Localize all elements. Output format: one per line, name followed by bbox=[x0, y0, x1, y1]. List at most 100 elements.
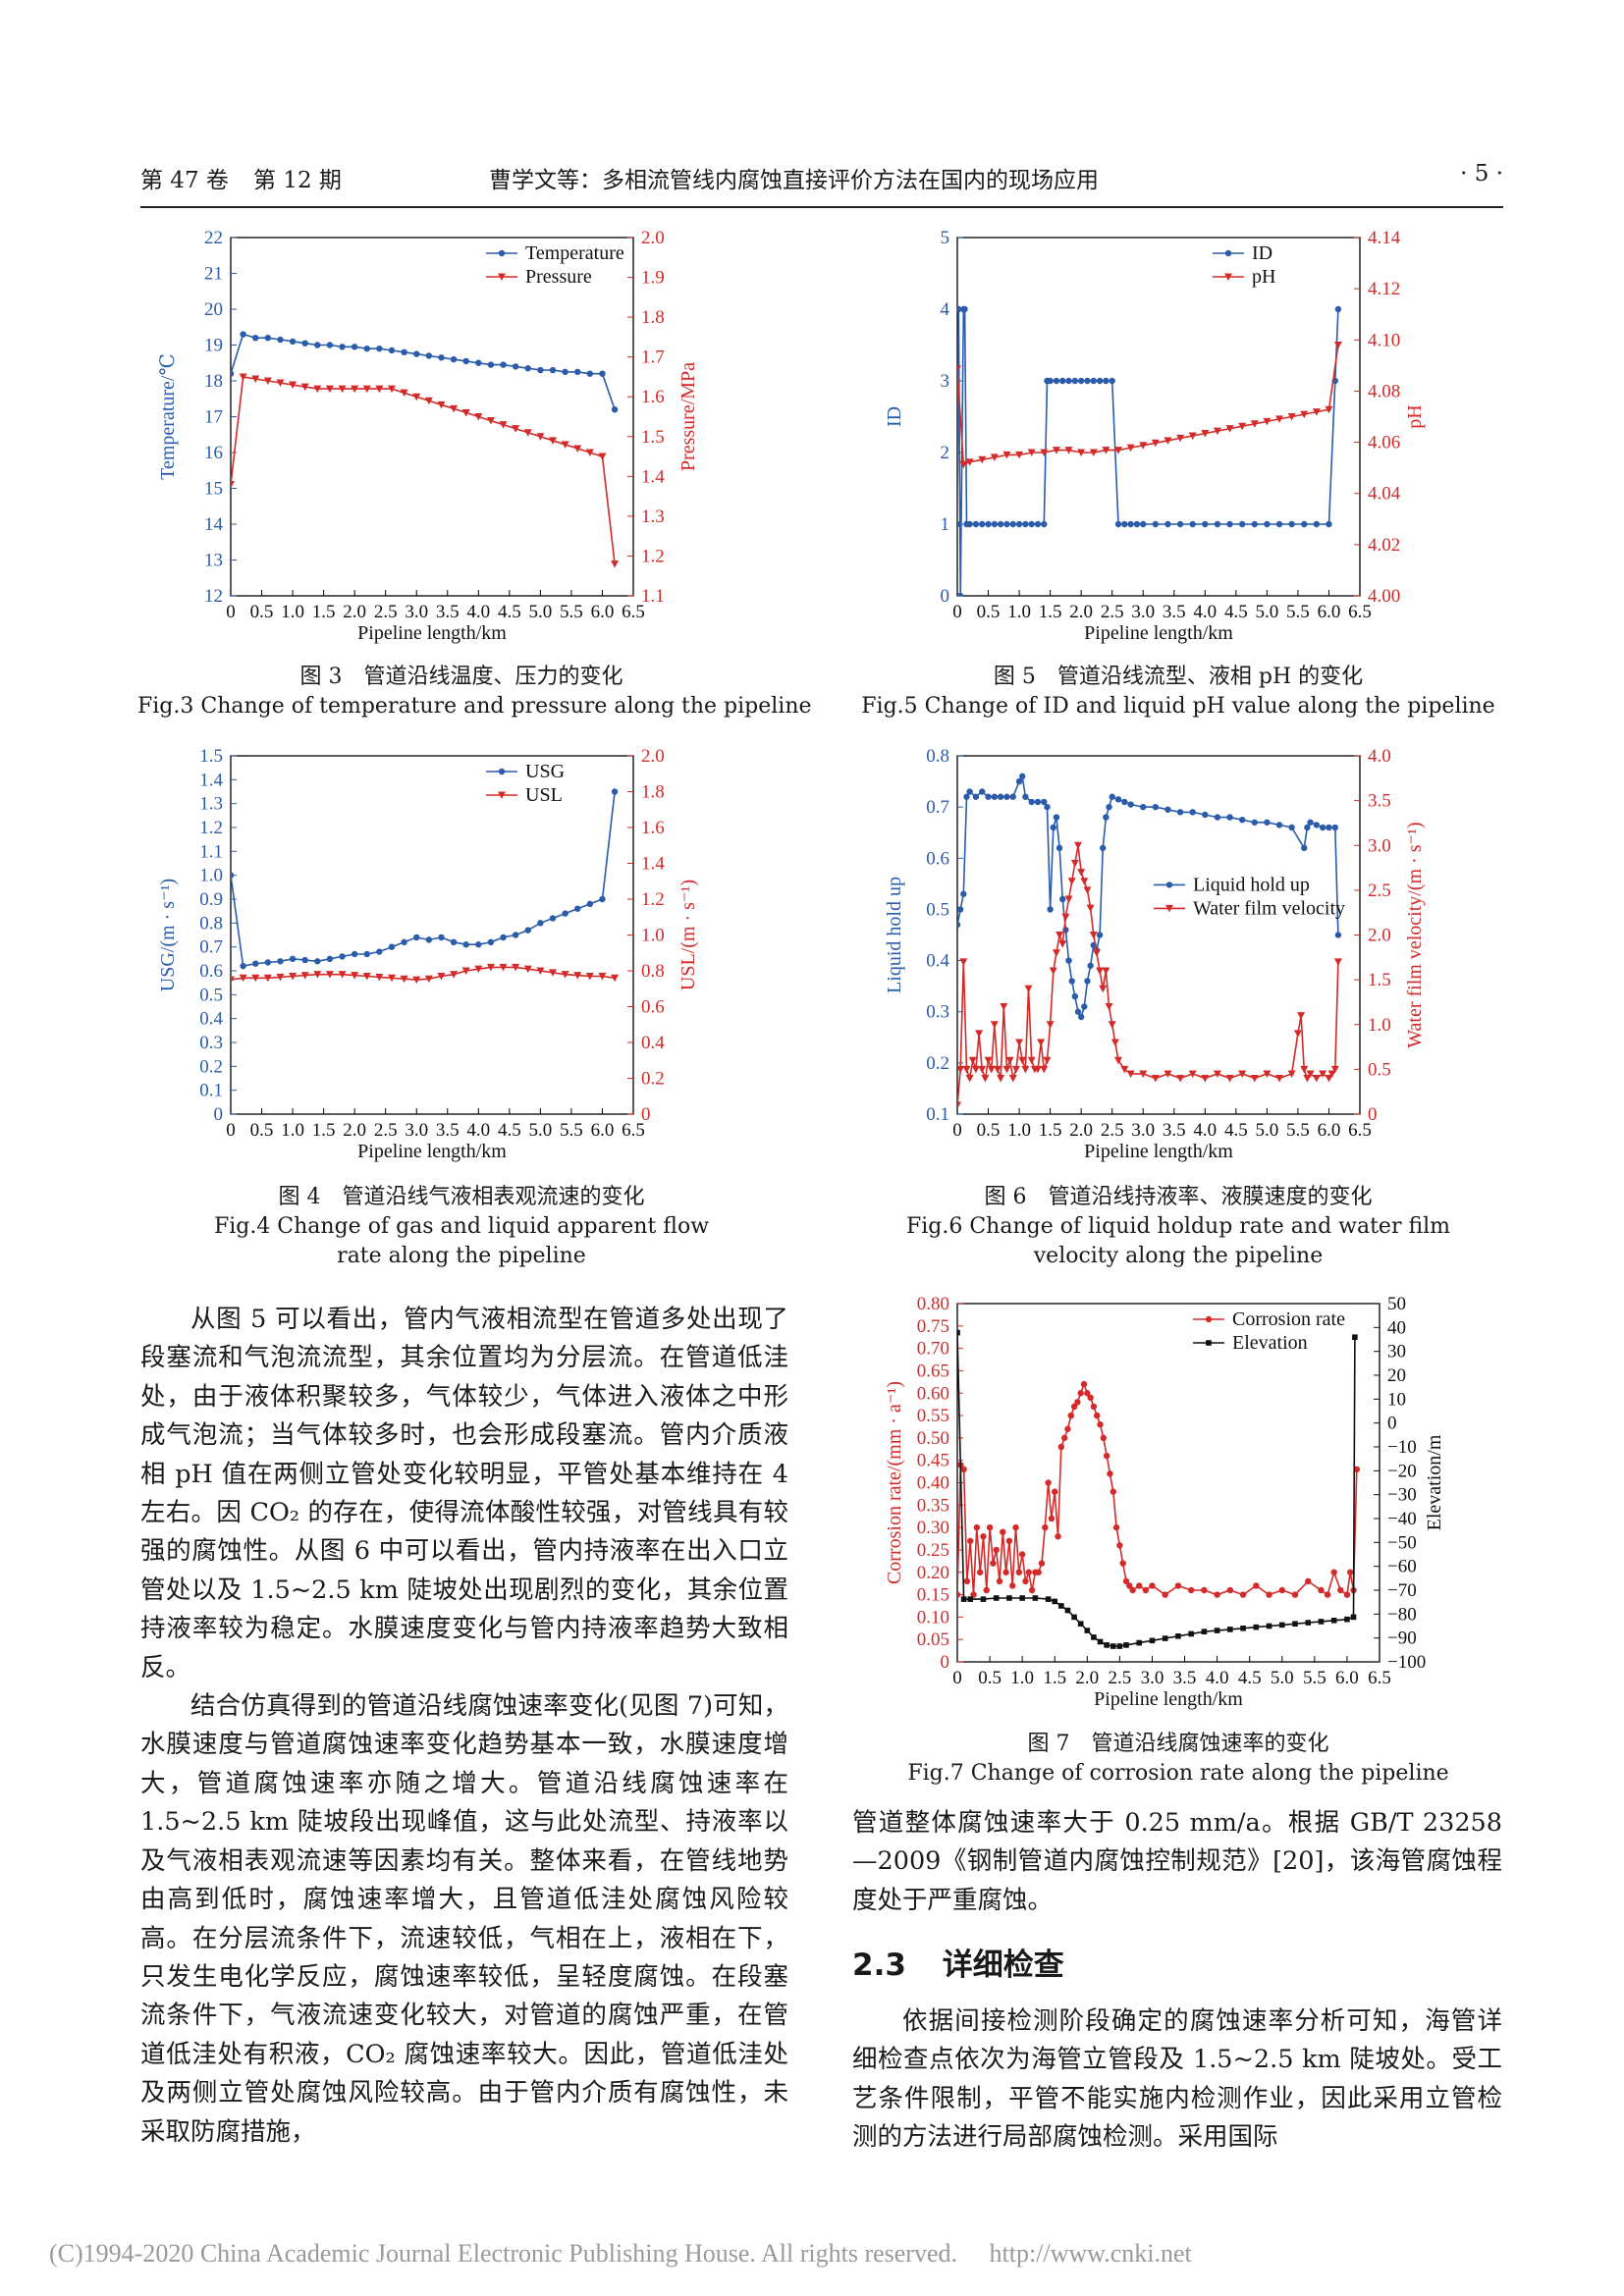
data-point bbox=[1067, 1412, 1074, 1419]
x-tick-label: 0 bbox=[226, 1120, 236, 1141]
data-point bbox=[978, 1065, 987, 1074]
data-point bbox=[474, 965, 483, 974]
data-point bbox=[1099, 985, 1108, 993]
data-point bbox=[962, 1065, 971, 1074]
y-left-tick-label: 0.15 bbox=[917, 1585, 949, 1606]
y-left-tick-label: 0 bbox=[941, 586, 950, 607]
data-point bbox=[413, 934, 420, 941]
data-point bbox=[475, 359, 482, 366]
data-point bbox=[960, 1596, 967, 1602]
data-point bbox=[523, 965, 532, 974]
data-point bbox=[1201, 1586, 1208, 1594]
data-point bbox=[981, 1075, 990, 1083]
data-point bbox=[991, 520, 999, 528]
data-point bbox=[1202, 811, 1209, 819]
data-point bbox=[963, 793, 970, 800]
data-point bbox=[960, 890, 967, 897]
data-point bbox=[1053, 377, 1060, 385]
running-header: 第 47 卷 第 12 期 曹学文等：多相流管线内腐蚀直接评价方法在国内的现场应… bbox=[140, 157, 1503, 208]
data-point bbox=[1127, 801, 1134, 808]
data-point bbox=[1061, 913, 1070, 922]
y-left-tick-label: 0.2 bbox=[199, 1056, 223, 1077]
data-point bbox=[1096, 932, 1104, 938]
y-left-tick-label: 21 bbox=[204, 264, 223, 285]
x-tick-label: 0 bbox=[952, 1120, 962, 1141]
data-point bbox=[1347, 1569, 1354, 1575]
data-point bbox=[1065, 957, 1072, 964]
data-point bbox=[1176, 1075, 1185, 1083]
data-point bbox=[1275, 822, 1283, 828]
data-point bbox=[1238, 520, 1246, 528]
y-left-tick-label: 0.6 bbox=[199, 961, 223, 982]
figure-4-chart: 0 0.5 1.0 1.5 2.0 2.5 3.0 3.5 4.0 4.5 5.0 5.5 6.0 6.5… bbox=[137, 746, 727, 1168]
data-point bbox=[338, 971, 347, 979]
data-point bbox=[1084, 1390, 1091, 1397]
data-point bbox=[1006, 1595, 1012, 1601]
y-right-tick-label: −60 bbox=[1387, 1557, 1417, 1577]
data-point bbox=[1313, 520, 1321, 528]
data-point bbox=[1053, 814, 1060, 821]
x-tick-label: 5.5 bbox=[1286, 602, 1310, 622]
data-point bbox=[1103, 377, 1110, 385]
y-right-tick-label: 1.4 bbox=[641, 466, 665, 487]
y-right-tick-label: −90 bbox=[1387, 1629, 1417, 1649]
y-left-tick-label: 1.0 bbox=[199, 866, 223, 886]
data-point bbox=[1251, 520, 1258, 528]
y-right-tick-label: 40 bbox=[1387, 1317, 1406, 1338]
x-tick-label: 3.0 bbox=[405, 1120, 428, 1141]
data-point bbox=[972, 793, 980, 800]
series-line bbox=[957, 345, 1339, 466]
data-point bbox=[1319, 824, 1326, 831]
y-left-tick-label: 0 bbox=[941, 1652, 950, 1673]
data-point bbox=[400, 975, 408, 984]
data-point bbox=[1044, 803, 1051, 811]
y-left-tick-label: 0.6 bbox=[926, 848, 949, 869]
data-point bbox=[1018, 1056, 1027, 1065]
data-point bbox=[289, 381, 298, 390]
figure-7-caption-cn: 图 7 管道沿线腐蚀速率的变化 bbox=[1027, 1732, 1329, 1756]
data-point bbox=[1081, 1003, 1088, 1010]
y-right-tick-label: 4.0 bbox=[1368, 746, 1391, 767]
data-point bbox=[1077, 449, 1086, 456]
y-left-tick-label: 14 bbox=[204, 514, 224, 535]
data-point bbox=[1109, 377, 1115, 385]
data-point bbox=[1318, 1619, 1325, 1625]
data-point bbox=[990, 1021, 999, 1029]
data-point bbox=[1106, 803, 1112, 811]
data-point bbox=[1275, 1075, 1283, 1083]
y-left-tick-label: 22 bbox=[204, 228, 223, 248]
data-point bbox=[1238, 816, 1246, 824]
x-tick-label: 1.5 bbox=[312, 602, 336, 622]
data-point bbox=[486, 417, 495, 425]
series-liquid-hold-up bbox=[957, 773, 1342, 1021]
x-tick-label: 2.0 bbox=[1069, 602, 1093, 622]
body-text-right-bottom: 依据间接检测阶段确定的腐蚀速率分析可知，海管详细检查点依次为海管立管段及 1.5… bbox=[852, 2002, 1502, 2158]
data-point bbox=[1048, 1515, 1056, 1522]
section-title: 详细检查 bbox=[942, 1948, 1064, 1983]
data-point bbox=[375, 973, 384, 982]
data-point bbox=[1225, 1075, 1234, 1083]
data-point bbox=[524, 365, 531, 372]
data-point bbox=[1065, 377, 1072, 385]
x-tick-label: 3.5 bbox=[1163, 602, 1186, 622]
y-left-axis-label: Temperature/℃ bbox=[157, 353, 179, 480]
figure-5-caption: 图 5 管道沿线流型、液相 pH 的变化 Fig.5 Change of ID … bbox=[854, 663, 1502, 721]
x-tick-label: 6.0 bbox=[1318, 602, 1341, 622]
y-right-tick-label: 4.08 bbox=[1368, 381, 1400, 401]
data-point bbox=[1238, 1070, 1247, 1078]
series-line bbox=[957, 1381, 1358, 1596]
y-left-tick-label: 0.70 bbox=[917, 1339, 949, 1360]
x-tick-label: 4.5 bbox=[1238, 1668, 1262, 1688]
data-point bbox=[1064, 895, 1073, 903]
data-point bbox=[276, 973, 285, 982]
data-point bbox=[1108, 1021, 1116, 1029]
data-point bbox=[1350, 1614, 1357, 1621]
y-right-tick-label: 1.6 bbox=[641, 387, 665, 407]
y-left-tick-label: 0.05 bbox=[917, 1629, 949, 1650]
data-point bbox=[450, 404, 459, 413]
data-point bbox=[1201, 430, 1210, 438]
x-tick-label: 4.5 bbox=[498, 1120, 521, 1141]
data-point bbox=[512, 932, 519, 938]
legend-label: Corrosion rate bbox=[1232, 1308, 1345, 1330]
data-point bbox=[585, 449, 594, 456]
